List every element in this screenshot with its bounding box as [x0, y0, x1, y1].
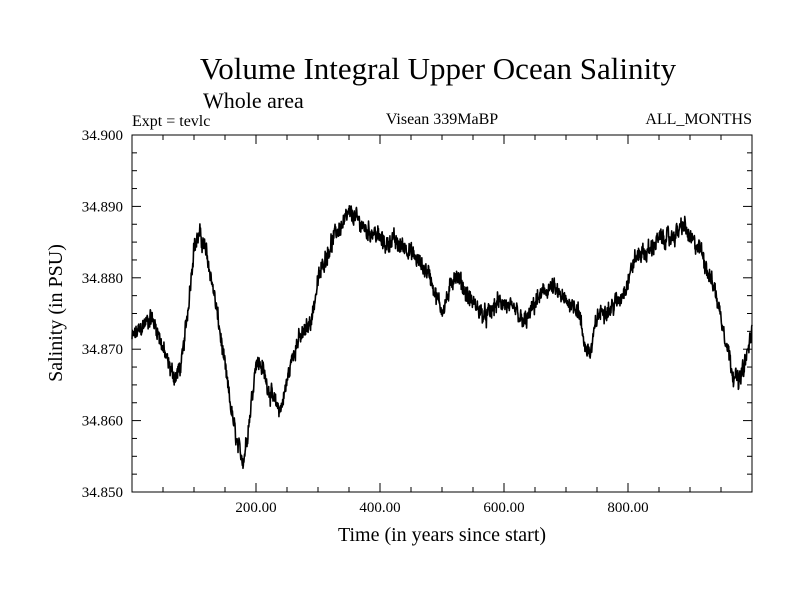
y-tick-label: 34.890 — [82, 199, 123, 215]
x-axis-label: Time (in years since start) — [338, 524, 546, 546]
y-tick-label: 34.860 — [82, 414, 123, 430]
chart-title: Volume Integral Upper Ocean Salinity — [200, 51, 677, 86]
period-label: Visean 339MaBP — [386, 111, 498, 128]
y-tick-label: 34.900 — [82, 128, 123, 144]
chart-subtitle: Whole area — [203, 88, 304, 113]
y-tick-label: 34.850 — [82, 485, 123, 501]
x-tick-label: 200.00 — [235, 500, 276, 516]
x-axis: 200.00 400.00 600.00 800.00 — [162, 135, 722, 516]
experiment-label: Expt = tevlc — [132, 113, 210, 130]
y-axis: 34.850 34.860 34.870 34.880 34.890 34.900 — [82, 128, 752, 501]
y-axis-label: Salinity (in PSU) — [45, 244, 67, 382]
x-tick-label: 400.00 — [359, 500, 400, 516]
y-tick-label: 34.870 — [82, 342, 123, 358]
x-tick-label: 600.00 — [483, 500, 524, 516]
x-tick-label: 800.00 — [607, 500, 648, 516]
months-label: ALL_MONTHS — [645, 111, 752, 128]
y-tick-label: 34.880 — [82, 271, 123, 287]
series-line — [131, 205, 753, 470]
